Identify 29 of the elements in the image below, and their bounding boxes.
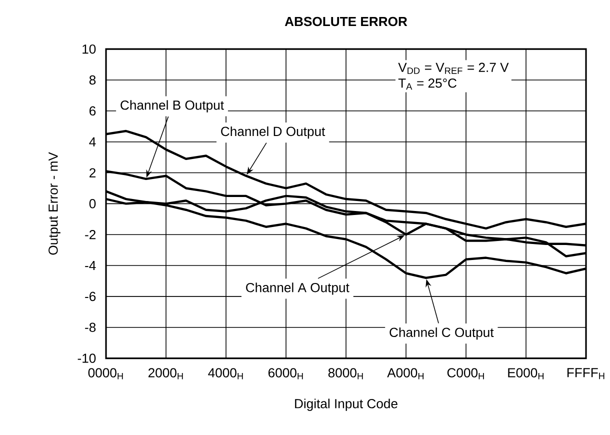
annotation: T$_{A}$ = 25°C [398,78,456,90]
y-tick-label: -6 [85,292,96,302]
x-tick-label: C000$_{H}$ [447,368,484,380]
y-tick-label: 8 [89,75,96,85]
y-tick-label: -8 [85,322,96,332]
text: Channel B Output [120,100,224,112]
text: Channel C Output [390,328,494,340]
x-tick-label: E000$_{H}$ [508,368,544,380]
x-tick-label: 8000$_{H}$ [328,368,363,380]
series-label: Channel D Output [221,126,326,139]
chart-title: ABSOLUTE ERROR [284,16,408,26]
x-tick-label: 2000$_{H}$ [148,368,183,380]
y-tick-label: -2 [85,230,96,240]
x-axis-title: Digital Input Code [295,398,398,411]
x-tick-label: A000$_{H}$ [387,368,424,380]
y-axis-title: Output Error - mV [48,152,60,255]
y-tick-label: -4 [85,261,96,270]
x-tick-label: 4000$_{H}$ [208,368,243,380]
x-tick-label: FFFF$_{H}$ [567,368,604,380]
y-tick-label: 0 [89,199,96,208]
x-tick-label: 6000$_{H}$ [268,368,303,380]
text: Channel A Output [246,282,350,295]
y-tick-label: 2 [90,168,96,178]
annotation: V$_{DD}$ = V$_{REF}$ = 2.7 V [398,62,509,74]
y-tick-label: 4 [89,137,96,146]
x-tick-label: 0000$_{H}$ [88,368,123,380]
y-tick-label: 6 [90,106,96,116]
y-tick-label: 10 [82,44,96,54]
y-tick-label: -10 [78,354,96,363]
